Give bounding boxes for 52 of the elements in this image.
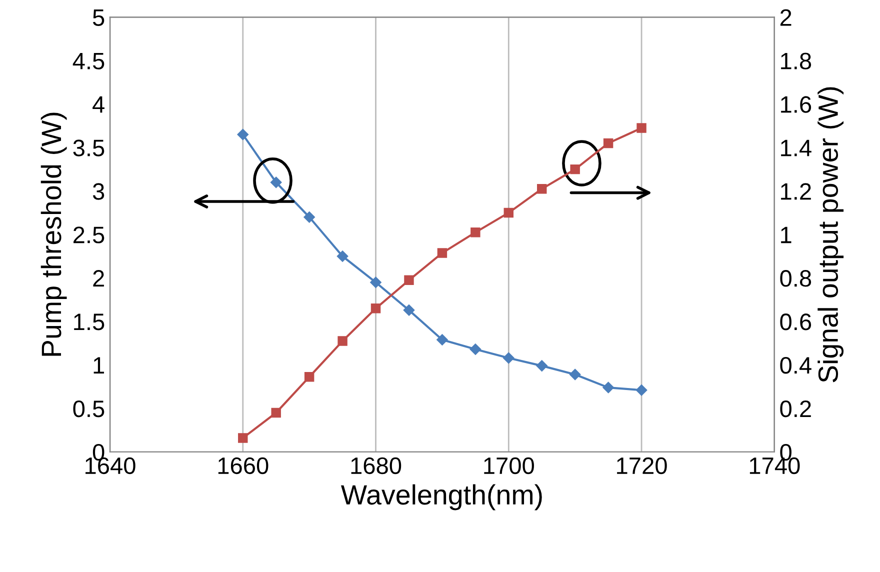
point [437, 248, 448, 258]
y-tick-label: 1.5 [74, 314, 104, 330]
y-tick-label: 2.5 [74, 226, 104, 244]
y-tick-label: 2 [93, 270, 104, 287]
x-tick-label: 1680 [351, 457, 402, 474]
y-tick-label: 3 [92, 183, 104, 200]
y-tick-label: 1 [94, 357, 104, 374]
point [238, 433, 248, 443]
y2-tick-label: 1.4 [781, 140, 812, 156]
point [636, 384, 648, 396]
point [536, 360, 548, 372]
point [336, 250, 348, 262]
y2-tick-label: 1 [781, 226, 792, 244]
point [504, 208, 514, 218]
point [237, 128, 248, 140]
y2-tick-label: 2 [780, 9, 792, 26]
point [537, 184, 547, 194]
x-tick-label: 1720 [617, 457, 667, 474]
y2-tick-label: 0.6 [780, 314, 812, 330]
point [602, 382, 614, 394]
point [338, 336, 348, 346]
x-tick-label: 1660 [218, 457, 268, 474]
point [271, 408, 281, 418]
point [636, 123, 646, 133]
point [404, 275, 414, 286]
y2-tick-label: 1.2 [781, 183, 811, 200]
y-tick-label: 3.5 [73, 140, 104, 156]
point [403, 304, 415, 316]
y-tick-label: 4 [92, 96, 104, 113]
point [304, 372, 314, 382]
y2-tick-label: 0.8 [780, 270, 812, 287]
point [503, 352, 514, 364]
point [470, 227, 480, 238]
x-tick-label: 1700 [484, 457, 534, 474]
point [603, 138, 614, 148]
y-tick-label: 4.5 [72, 52, 104, 70]
point [304, 212, 315, 223]
y2-tick-label: 0.4 [780, 357, 812, 374]
y2-tick-label: 0.2 [780, 400, 811, 418]
x-axis-title: Wavelength(nm) [340, 484, 542, 510]
y-tick-label: 5 [92, 9, 104, 26]
y-axis-title: Pump threshold (W) [40, 112, 67, 356]
point [370, 276, 382, 288]
y2-axis-title: Signal output power (W) [818, 87, 844, 382]
point [569, 368, 581, 380]
point [436, 334, 448, 346]
y-tick-label: 0.5 [73, 400, 104, 418]
y2-tick-label: 1.6 [781, 96, 812, 113]
point [370, 304, 381, 314]
point [470, 344, 482, 355]
point [570, 164, 580, 174]
y2-tick-label: 1.8 [781, 52, 812, 70]
